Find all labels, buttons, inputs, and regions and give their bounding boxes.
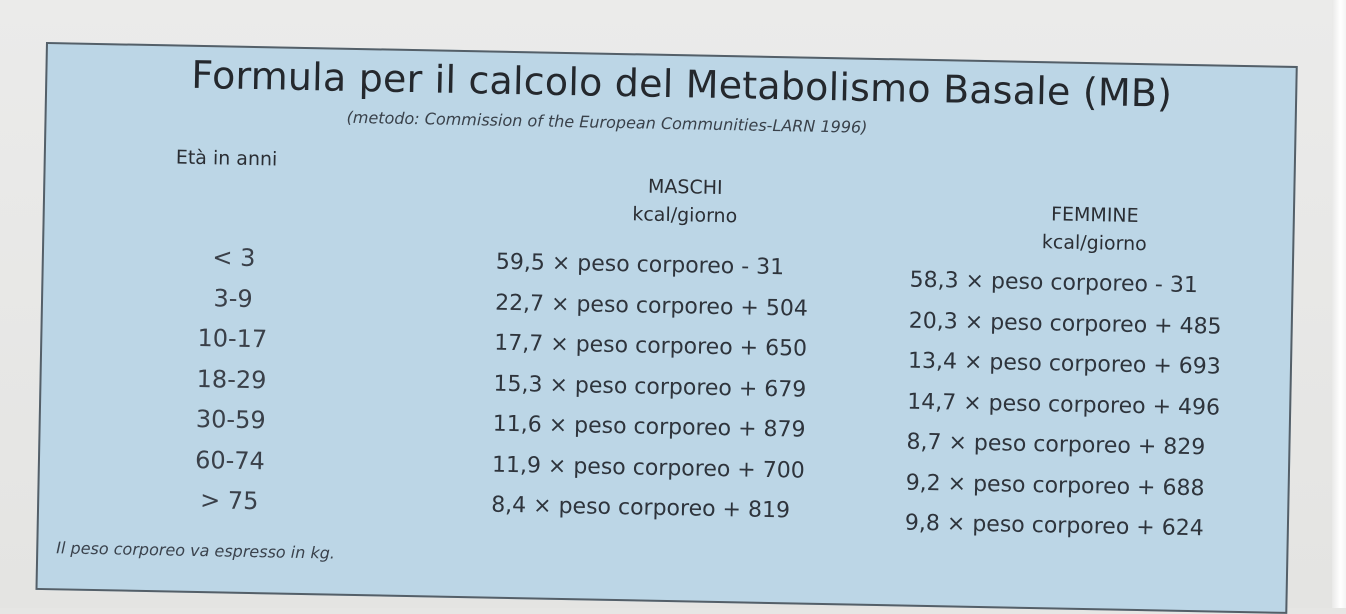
male-formula-cell: 22,7 × peso corporeo + 504 — [494, 290, 809, 322]
page-edge — [1332, 0, 1346, 608]
age-cell: < 3 — [212, 243, 256, 273]
female-formula-cell: 8,7 × peso corporeo + 829 — [906, 429, 1206, 461]
male-formula-cell: 8,4 × peso corporeo + 819 — [490, 492, 791, 524]
female-formula-cell: 9,2 × peso corporeo + 688 — [905, 470, 1205, 501]
male-header-label: MASCHI — [647, 175, 723, 200]
male-column-header: MASCHI kcal/giorno — [565, 174, 806, 229]
male-formula-cell: 11,9 × peso corporeo + 700 — [491, 452, 805, 484]
age-cell: 60-74 — [194, 445, 266, 475]
box-title: Formula per il calcolo del Metabolismo B… — [190, 52, 1173, 116]
female-formula-cell: 14,7 × peso corporeo + 496 — [907, 389, 1221, 421]
male-formula-cell: 17,7 × peso corporeo + 650 — [494, 330, 808, 362]
male-formula-list: 59,5 × peso corporeo - 31 22,7 × peso co… — [491, 243, 809, 532]
female-formula-cell: 13,4 × peso corporeo + 693 — [907, 348, 1222, 380]
age-cell: 18-29 — [196, 364, 267, 394]
age-cell: 10-17 — [197, 323, 268, 354]
female-formula-cell: 9,8 × peso corporeo + 624 — [904, 510, 1204, 542]
age-column-header: Età in anni — [175, 146, 278, 171]
female-unit-label: kcal/giorno — [1041, 231, 1147, 256]
female-formula-cell: 58,3 × peso corporeo - 31 — [909, 267, 1199, 299]
age-list: < 3 3-9 10-17 18-29 30-59 60-74 > 75 — [159, 236, 304, 522]
male-formula-cell: 11,6 × peso corporeo + 879 — [492, 411, 806, 443]
male-unit-label: kcal/giorno — [632, 203, 738, 228]
female-header-label: FEMMINE — [1050, 203, 1139, 228]
female-formula-list: 58,3 × peso corporeo - 31 20,3 × peso co… — [905, 261, 1223, 550]
female-column-header: FEMMINE kcal/giorno — [974, 202, 1215, 257]
age-cell: 3-9 — [213, 283, 253, 313]
footnote: Il peso corporeo va espresso in kg. — [56, 538, 336, 563]
male-formula-cell: 15,3 × peso corporeo + 679 — [493, 371, 807, 403]
male-formula-cell: 59,5 × peso corporeo - 31 — [495, 249, 785, 281]
bmr-formula-box: Formula per il calcolo del Metabolismo B… — [35, 42, 1298, 614]
box-subtitle: (metodo: Commission of the European Comm… — [346, 107, 868, 137]
female-formula-cell: 20,3 × peso corporeo + 485 — [908, 308, 1222, 340]
age-cell: 30-59 — [195, 404, 266, 435]
age-cell: > 75 — [199, 486, 259, 516]
